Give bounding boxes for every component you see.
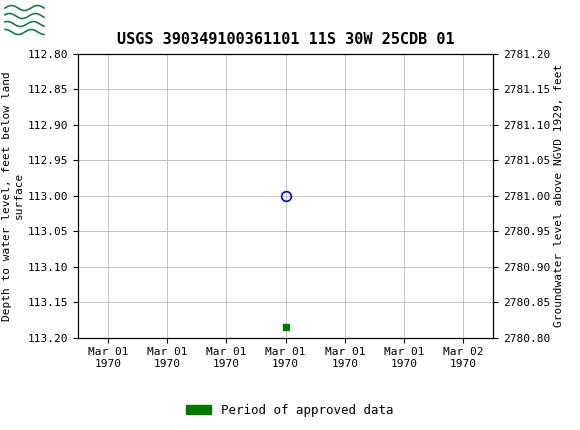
FancyBboxPatch shape (4, 3, 46, 35)
Legend: Period of approved data: Period of approved data (181, 399, 399, 421)
Y-axis label: Depth to water level, feet below land
surface: Depth to water level, feet below land su… (2, 71, 24, 320)
Text: USGS: USGS (52, 9, 120, 29)
Y-axis label: Groundwater level above NGVD 1929, feet: Groundwater level above NGVD 1929, feet (554, 64, 564, 327)
Title: USGS 390349100361101 11S 30W 25CDB 01: USGS 390349100361101 11S 30W 25CDB 01 (117, 32, 455, 47)
